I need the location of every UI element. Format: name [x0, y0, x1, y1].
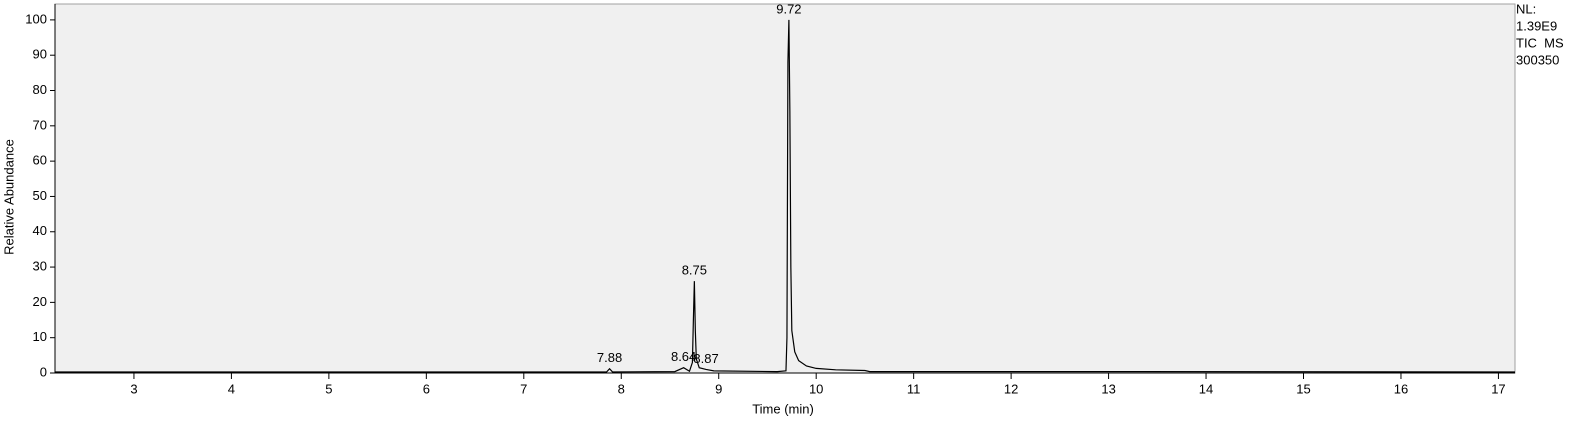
peak-label: 9.72: [776, 1, 801, 16]
x-tick-label: 5: [325, 381, 332, 396]
x-tick-label: 6: [423, 381, 430, 396]
y-axis-title: Relative Abundance: [1, 139, 16, 255]
x-tick-label: 15: [1296, 381, 1310, 396]
y-tick-label: 30: [33, 259, 47, 274]
side-label: TIC MS: [1516, 35, 1564, 50]
x-tick-label: 9: [715, 381, 722, 396]
x-tick-label: 10: [809, 381, 823, 396]
peak-label: 8.64: [671, 349, 696, 364]
y-tick-label: 50: [33, 188, 47, 203]
y-tick-label: 0: [40, 364, 47, 379]
x-tick-label: 11: [907, 381, 921, 396]
y-tick-label: 100: [25, 11, 47, 26]
x-axis-title: Time (min): [752, 401, 814, 416]
y-tick-label: 80: [33, 82, 47, 97]
y-tick-label: 20: [33, 294, 47, 309]
x-tick-label: 12: [1004, 381, 1018, 396]
x-tick-label: 16: [1394, 381, 1408, 396]
plot-area: [54, 3, 1516, 374]
side-label: NL:: [1516, 1, 1536, 16]
y-tick-label: 10: [33, 329, 47, 344]
peak-label: 8.75: [682, 263, 707, 278]
chromatogram-line: [55, 19, 1516, 373]
peak-label: 7.88: [597, 350, 622, 365]
side-label: 300350: [1516, 52, 1559, 67]
peak-label: 8.87: [693, 351, 718, 366]
x-tick-label: 3: [130, 381, 137, 396]
x-tick-label: 13: [1101, 381, 1115, 396]
side-label: 1.39E9: [1516, 18, 1557, 33]
y-tick-label: 40: [33, 223, 47, 238]
y-tick-label: 70: [33, 117, 47, 132]
x-tick-label: 4: [228, 381, 235, 396]
x-tick-label: 8: [618, 381, 625, 396]
y-tick-label: 60: [33, 153, 47, 168]
x-tick-label: 7: [520, 381, 527, 396]
x-tick-label: 14: [1199, 381, 1213, 396]
y-tick-label: 90: [33, 47, 47, 62]
x-tick-label: 17: [1491, 381, 1505, 396]
